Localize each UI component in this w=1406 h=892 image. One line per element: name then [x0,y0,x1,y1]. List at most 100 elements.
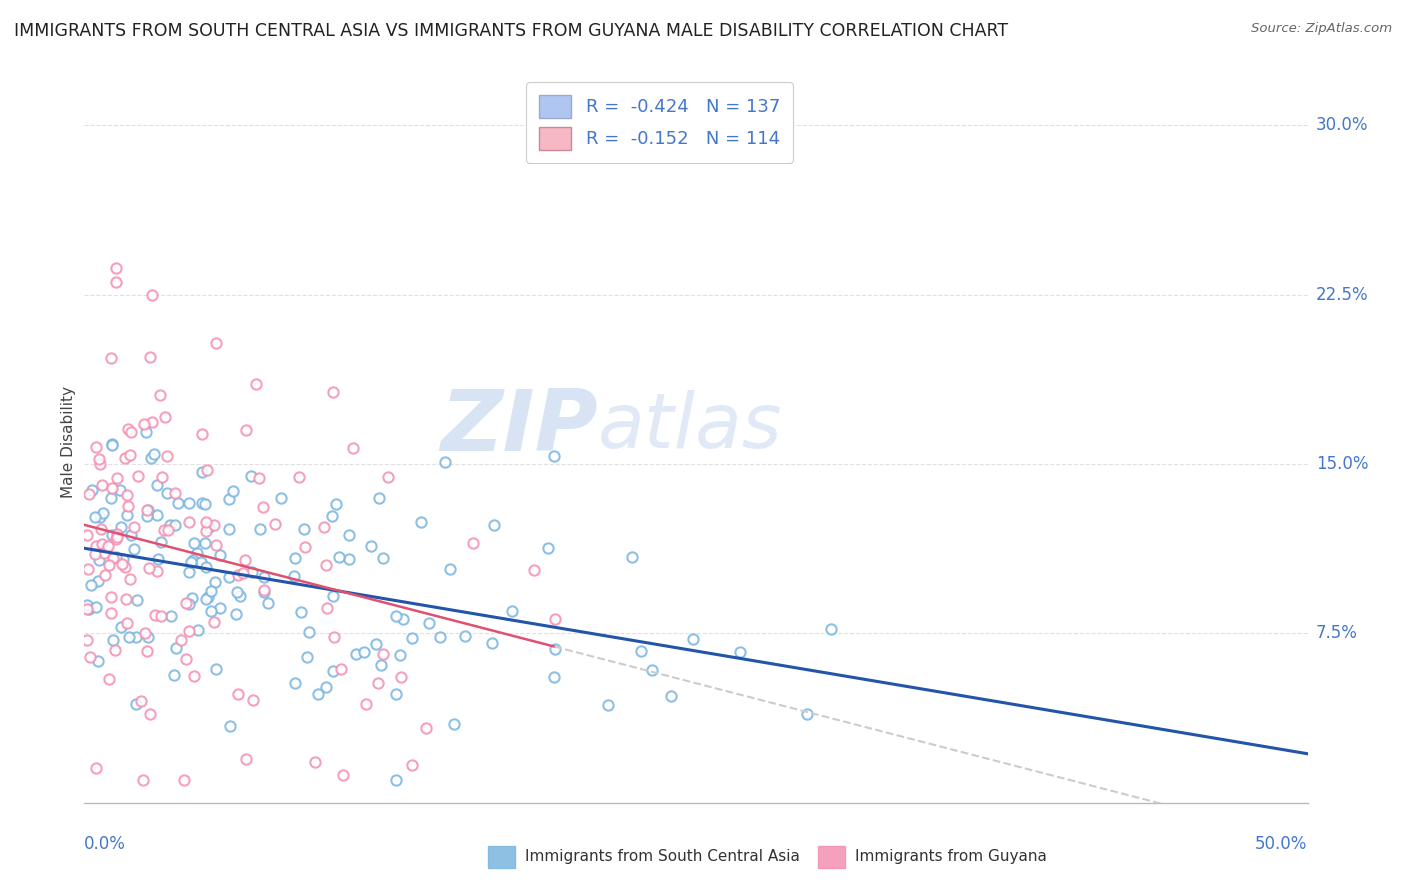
Point [157,523,180,537]
Point [415,721,437,735]
Point [284,676,307,690]
Point [104,261,127,276]
Point [371,551,394,566]
Point [98,672,121,686]
Point [100,590,122,604]
Point [226,584,249,599]
Point [110,620,132,634]
Text: 50.0%: 50.0% [1256,835,1308,854]
Point [197,591,219,605]
Point [87,574,110,588]
Point [173,773,195,788]
Point [200,583,222,598]
Point [235,553,257,567]
Point [82,483,104,497]
Point [141,415,163,429]
Point [295,650,318,665]
Point [270,491,292,506]
Point [134,417,156,432]
Point [162,668,184,682]
Point [325,497,347,511]
Point [187,623,209,637]
Point [165,486,187,500]
Point [245,377,267,392]
Point [730,645,752,659]
Point [136,630,159,644]
Point [100,351,122,365]
Point [463,536,485,550]
Point [90,537,112,551]
Point [314,520,336,534]
Point [120,528,142,542]
Point [388,648,411,663]
Point [101,528,124,542]
Point [174,652,197,666]
Text: Immigrants from South Central Asia: Immigrants from South Central Asia [524,849,800,864]
Point [253,585,276,599]
Point [87,451,110,466]
Point [108,483,131,497]
Text: Immigrants from Guyana: Immigrants from Guyana [855,849,1047,864]
Point [195,592,218,607]
Point [112,552,135,566]
Point [195,560,218,574]
Point [143,447,166,461]
Point [165,640,187,655]
Point [150,470,173,484]
Point [344,647,367,661]
Point [232,566,254,581]
Text: atlas: atlas [598,390,783,464]
Point [105,471,128,485]
Point [322,664,344,678]
Point [101,438,124,452]
Point [225,607,247,622]
Point [105,530,128,544]
Point [429,630,451,644]
Point [94,567,117,582]
Point [228,568,250,582]
Point [87,553,110,567]
Point [418,615,440,630]
Point [91,478,114,492]
Point [283,569,305,583]
Point [433,455,456,469]
Point [209,601,232,615]
Point [156,485,179,500]
Point [76,598,98,612]
Point [321,509,343,524]
Point [256,596,278,610]
Point [205,336,228,351]
Point [177,624,200,638]
Point [138,350,160,364]
Point [115,615,138,630]
Point [501,604,523,618]
Point [115,592,138,607]
Point [307,687,329,701]
Point [84,440,107,454]
Point [132,773,155,788]
Point [111,558,134,572]
Point [264,516,287,531]
Point [235,423,257,437]
Point [135,503,157,517]
Point [177,496,200,510]
Point [298,624,321,639]
Text: 0.0%: 0.0% [84,835,127,854]
Point [129,694,152,708]
Point [360,539,382,553]
Point [218,522,240,536]
Point [136,508,159,523]
Point [290,605,312,619]
Point [218,570,240,584]
Point [191,465,214,479]
Point [76,633,98,648]
Point [385,608,408,623]
Point [401,631,423,645]
Point [117,508,139,522]
Point [104,550,127,565]
Point [179,516,201,530]
Text: Source: ZipAtlas.com: Source: ZipAtlas.com [1251,22,1392,36]
Point [537,541,560,556]
Point [104,275,127,289]
Point [205,538,228,552]
